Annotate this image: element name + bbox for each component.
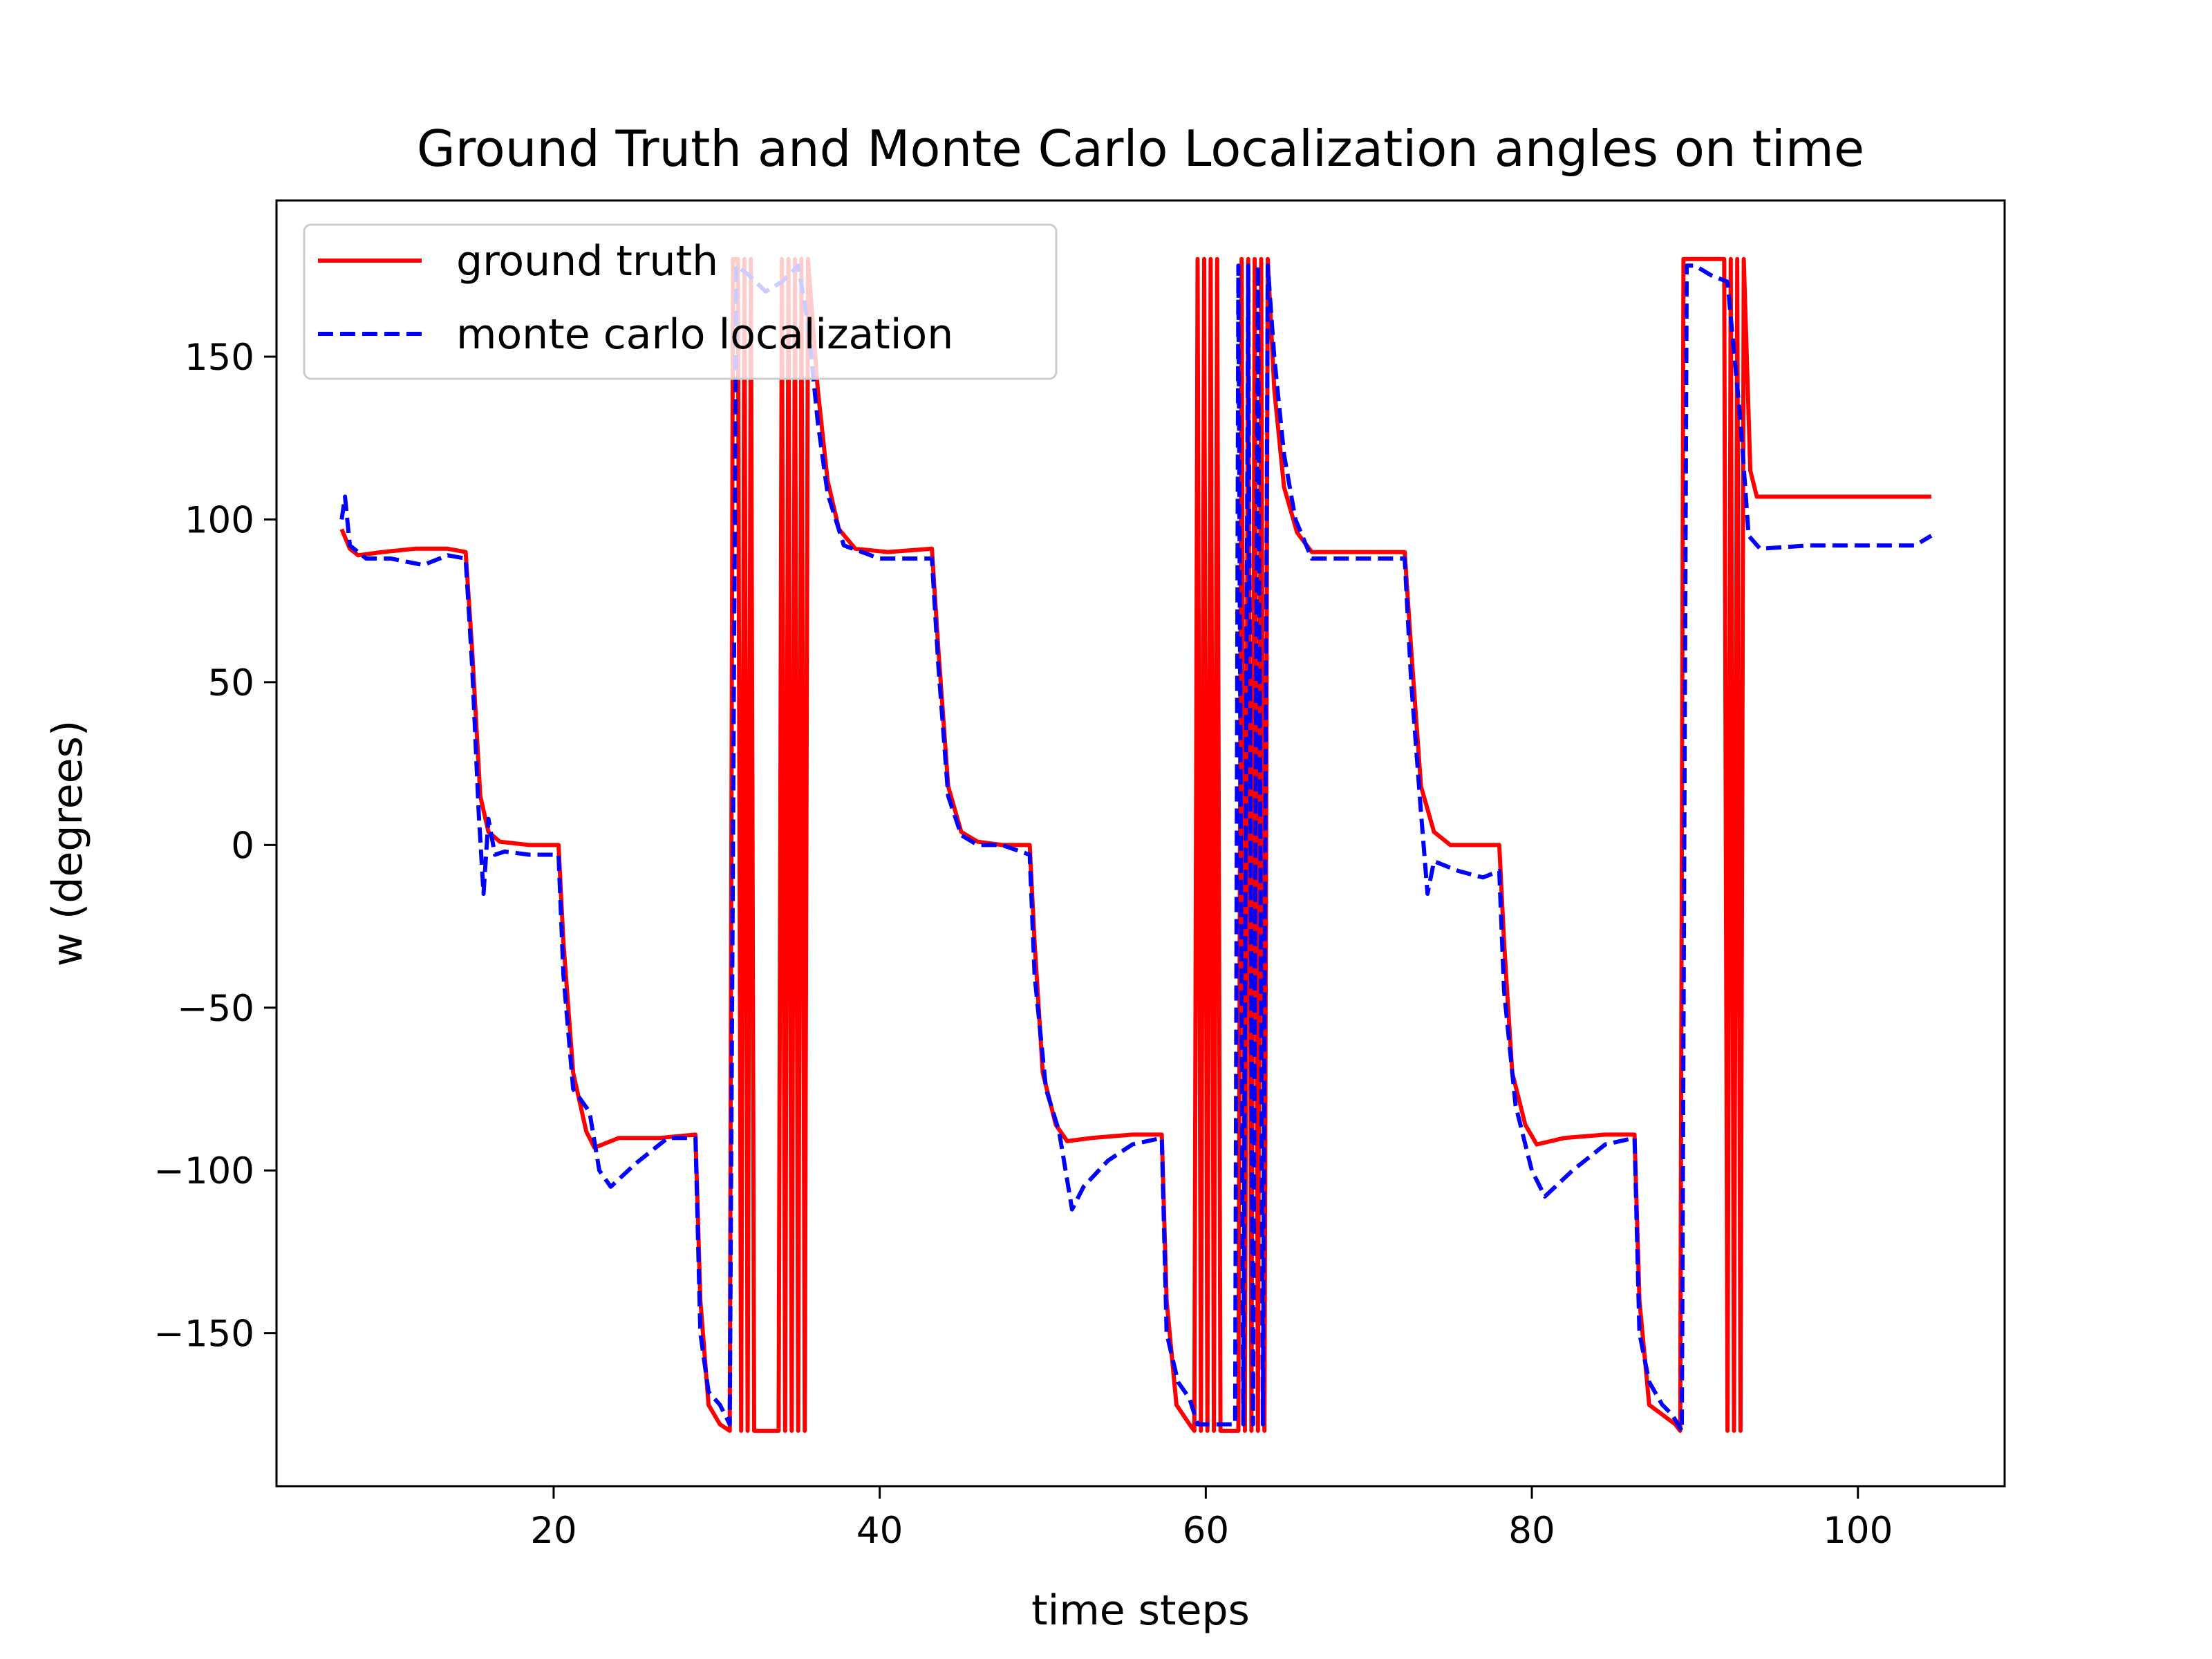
x-axis-label: time steps	[1031, 1586, 1250, 1635]
y-axis-label: w (degrees)	[44, 720, 92, 966]
x-tick-label: 40	[856, 1510, 903, 1552]
y-tick-label: −50	[177, 988, 254, 1030]
x-axis-ticks: 20 40 60 80 100	[530, 1486, 1893, 1552]
series-layer	[339, 256, 1933, 1433]
y-tick-label: 50	[208, 662, 254, 704]
y-tick-label: 0	[231, 825, 254, 867]
y-axis-ticks: −150 −100 −50 0 50 100 150	[153, 337, 276, 1356]
x-tick-label: 80	[1508, 1510, 1555, 1552]
y-tick-label: −100	[153, 1150, 254, 1192]
x-tick-label: 100	[1823, 1510, 1893, 1552]
y-tick-label: 100	[185, 499, 254, 541]
legend: ground truth monte carlo localization	[303, 223, 1058, 380]
plot-frame	[275, 199, 2006, 1488]
x-tick-label: 20	[530, 1510, 577, 1552]
legend-box	[303, 223, 1058, 380]
chart-title: Ground Truth and Monte Carlo Localizatio…	[417, 120, 1864, 178]
legend-label-monte-carlo: monte carlo localization	[456, 310, 953, 359]
x-tick-label: 60	[1183, 1510, 1229, 1552]
y-tick-label: 150	[185, 337, 254, 379]
legend-label-ground-truth: ground truth	[456, 237, 718, 285]
y-tick-label: −150	[153, 1313, 254, 1356]
